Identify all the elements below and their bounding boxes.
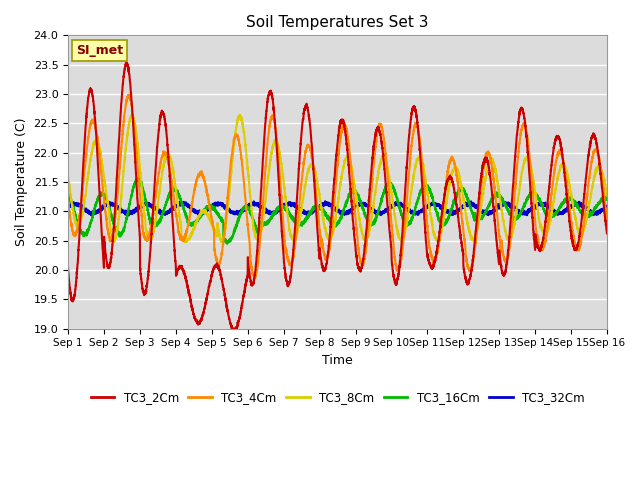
Line: TC3_8Cm: TC3_8Cm [68,115,607,242]
Line: TC3_16Cm: TC3_16Cm [68,179,607,244]
TC3_4Cm [251,275,259,281]
TC3_4Cm [64,200,72,205]
Legend: TC3_2Cm, TC3_4Cm, TC3_8Cm, TC3_16Cm, TC3_32Cm: TC3_2Cm, TC3_4Cm, TC3_8Cm, TC3_16Cm, TC3… [86,386,589,408]
TC3_8Cm [429,224,436,229]
TC3_2Cm [458,245,466,251]
TC3_16Cm [223,241,231,247]
TC3_8Cm [110,239,118,245]
Y-axis label: Soil Temperature (C): Soil Temperature (C) [15,118,28,246]
TC3_4Cm [125,92,132,97]
TC3_2Cm [317,259,325,265]
TC3_8Cm [317,205,325,211]
TC3_32Cm [125,213,132,218]
TC3_2Cm [123,60,131,66]
TC3_16Cm [458,186,466,192]
TC3_32Cm [317,202,325,207]
TC3_32Cm [161,211,169,216]
TC3_32Cm [321,198,329,204]
TC3_32Cm [64,202,72,208]
TC3_8Cm [603,192,611,198]
TC3_2Cm [603,230,611,236]
TC3_2Cm [603,227,611,233]
Title: Soil Temperatures Set 3: Soil Temperatures Set 3 [246,15,429,30]
TC3_16Cm [603,197,611,203]
TC3_8Cm [161,155,169,161]
TC3_32Cm [458,203,466,209]
TC3_32Cm [603,204,611,210]
TC3_2Cm [161,118,169,124]
TC3_16Cm [429,195,436,201]
TC3_8Cm [458,189,466,195]
TC3_4Cm [429,256,436,262]
TC3_8Cm [603,191,611,197]
TC3_4Cm [603,216,611,221]
TC3_16Cm [161,203,169,209]
Line: TC3_4Cm: TC3_4Cm [68,95,607,278]
TC3_8Cm [489,158,497,164]
TC3_8Cm [129,112,136,118]
Text: SI_met: SI_met [76,44,124,57]
TC3_32Cm [429,202,436,208]
TC3_4Cm [161,151,169,157]
X-axis label: Time: Time [322,354,353,367]
TC3_2Cm [231,330,239,336]
Line: TC3_32Cm: TC3_32Cm [68,201,607,216]
TC3_16Cm [64,192,72,197]
TC3_16Cm [317,205,325,211]
TC3_16Cm [134,176,141,181]
TC3_4Cm [489,171,497,177]
TC3_2Cm [429,264,436,270]
TC3_8Cm [64,175,72,180]
TC3_32Cm [489,208,497,214]
TC3_32Cm [603,204,611,209]
TC3_2Cm [64,266,72,272]
TC3_16Cm [603,196,611,202]
TC3_4Cm [317,240,325,246]
Line: TC3_2Cm: TC3_2Cm [68,63,607,333]
TC3_16Cm [489,195,497,201]
TC3_4Cm [603,214,611,220]
TC3_2Cm [489,199,497,204]
TC3_4Cm [458,218,466,224]
